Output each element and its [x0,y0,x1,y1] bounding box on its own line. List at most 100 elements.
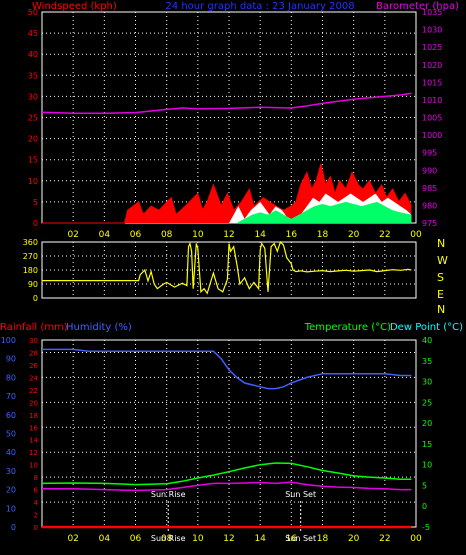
barometer-tick-label: 975 [422,219,437,228]
temperature-tick-label: 20 [422,419,432,428]
temperature-tick-label: 5 [422,481,427,490]
rainfall-tick-label: 0 [34,524,38,532]
panel3-axes: 02 04 06 08 10 12 14 16 18 20 22 000246810121416182… [1,336,432,544]
windspeed-tick-label: 25 [28,114,38,123]
temperature-tick-label: 30 [422,378,432,387]
rainfall-tick-label: 18 [29,412,38,420]
humidity-tick-label: 60 [6,411,16,420]
x-tick-label: 04 [99,534,111,544]
x-tick-label: 16 [286,230,298,240]
rainfall-tick-label: 20 [29,399,38,407]
x-tick-label: 18 [317,230,329,240]
x-tick-label: 08 [161,230,173,240]
windspeed-tick-label: 15 [28,156,38,165]
panel2-series [42,240,412,295]
windspeed-tick-label: 10 [28,177,38,186]
x-tick-label: 20 [348,534,360,544]
rainfall-tick-label: 12 [29,449,38,457]
barometer-tick-label: 985 [422,184,437,193]
rainfall-tick-label: 10 [29,462,38,470]
x-tick-label: 10 [192,230,204,240]
x-tick-label: 18 [317,534,329,544]
rainfall-tick-label: 24 [29,374,38,382]
x-tick-label: 08 [161,534,173,544]
rainfall-tick-label: 14 [29,437,38,445]
barometer-tick-label: 1000 [422,131,442,140]
humidity-tick-label: 100 [1,336,16,345]
x-tick-label: 22 [379,230,390,240]
temperature-legend: Temperature (°C) [304,322,391,333]
annotation-label: Sun Set [285,490,316,499]
panel3-series [41,348,412,529]
barometer-tick-label: 1010 [422,96,442,105]
barometer-tick-label: 1035 [422,8,442,17]
windspeed-tick-label: 50 [28,8,38,17]
x-tick-label: 14 [254,230,266,240]
barometer-tick-label: 990 [422,166,437,175]
rainfall-tick-label: 22 [29,387,38,395]
x-tick-label: 22 [379,534,390,544]
windspeed-axis-label: Windspeed (kph) [32,1,117,12]
rainfall-tick-label: 26 [29,362,38,370]
rainfall-tick-label: 2 [34,512,38,520]
annotation-tick-label: Sun Rise [151,534,186,543]
rainfall-tick-label: 28 [29,349,38,357]
barometer-tick-label: 1030 [422,26,442,35]
windspeed-tick-label: 30 [28,92,38,101]
barometer-tick-label: 1020 [422,61,442,70]
barometer-tick-label: 995 [422,149,437,158]
temperature-tick-label: -5 [422,523,430,532]
humidity-line [42,348,412,390]
wind-direction-line [42,240,412,295]
barometer-axis-label: Barometer (hpa) [376,1,459,12]
barometer-tick-label: 980 [422,201,437,210]
compass-n-top: N [437,237,445,250]
humidity-tick-label: 40 [6,448,16,457]
dewpoint-line [42,481,412,492]
humidity-legend: Humidity (%) [66,322,132,333]
temperature-tick-label: 0 [422,502,427,511]
chart-title: 24 hour graph data : 23 January 2008 [165,1,354,12]
windspeed-tick-label: 20 [28,135,38,144]
direction-tick-label: 180 [23,266,38,275]
temperature-tick-label: 15 [422,440,432,449]
humidity-tick-label: 50 [6,430,16,439]
x-tick-label: 00 [410,230,422,240]
windspeed-tick-label: 5 [33,198,38,207]
compass-labels: N W S E N [437,237,448,316]
rainfall-tick-label: 4 [34,499,39,507]
dewpoint-legend: Dew Point (°C) [390,322,463,333]
barometer-tick-label: 1005 [422,114,442,123]
x-tick-label: 12 [223,230,234,240]
x-tick-label: 10 [192,534,204,544]
x-tick-label: 02 [67,230,78,240]
humidity-tick-label: 10 [6,504,16,513]
humidity-tick-label: 30 [6,467,16,476]
x-tick-label: 16 [286,534,298,544]
compass-s: S [437,271,444,284]
x-tick-label: 06 [130,230,142,240]
rainfall-tick-label: 30 [29,337,38,345]
rainfall-tick-label: 16 [29,424,38,432]
panel1-axes: 02 04 06 08 10 12 14 16 18 20 22 000510152025303540… [28,8,443,240]
temperature-tick-label: 35 [422,357,432,366]
windspeed-tick-label: 45 [28,29,38,38]
temperature-tick-label: 10 [422,461,432,470]
humidity-tick-label: 70 [6,392,16,401]
x-tick-label: 20 [348,230,360,240]
rainfall-legend: Rainfall (mm) [0,322,68,333]
direction-tick-label: 360 [23,238,38,247]
average-area [42,201,412,223]
compass-n-bottom: N [437,303,445,316]
annotation-label: Sun Rise [151,490,186,499]
x-tick-label: 02 [67,534,78,544]
rainfall-tick-label: 6 [34,487,39,495]
humidity-tick-label: 80 [6,373,16,382]
direction-tick-label: 0 [33,294,38,303]
panel2-axes: 0 90 180 270 360 [23,238,38,303]
annotation-tick-label: Sun Set [285,534,316,543]
windspeed-tick-label: 35 [28,71,38,80]
direction-tick-label: 90 [28,280,38,289]
